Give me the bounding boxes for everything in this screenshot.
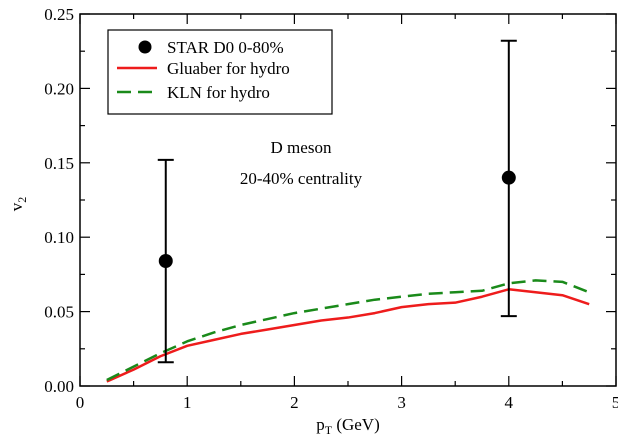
annotation-line-1: D meson	[271, 138, 332, 157]
x-tick-label: 0	[76, 393, 85, 412]
legend-marker-star-d0	[138, 40, 152, 54]
data-point	[158, 254, 173, 269]
x-axis-title-rest: (GeV)	[332, 415, 380, 434]
legend-label-gluaber: Gluaber for hydro	[167, 59, 290, 78]
y-axis: 0.00 0.05 0.10 0.15 0.20 0.25	[44, 5, 616, 396]
data-point	[501, 170, 516, 185]
legend: STAR D0 0-80% Gluaber for hydro KLN for …	[107, 29, 333, 115]
x-tick-label: 1	[183, 393, 192, 412]
y-axis-title-main: v	[7, 202, 26, 211]
x-tick-label: 2	[290, 393, 299, 412]
annotation-line-2: 20-40% centrality	[240, 169, 363, 188]
x-axis-title: pT (GeV)	[316, 415, 380, 437]
y-tick-label: 0.10	[44, 228, 74, 247]
x-tick-label: 3	[397, 393, 406, 412]
points-layer	[157, 39, 517, 364]
x-axis: 0 1 2 3 4 5	[76, 14, 618, 412]
y-tick-label: 0.05	[44, 303, 74, 322]
x-tick-label: 4	[505, 393, 514, 412]
y-axis-title-sub: 2	[15, 197, 29, 203]
x-axis-title-sub: T	[325, 423, 333, 437]
series-layer	[106, 279, 590, 383]
legend-label-star-d0: STAR D0 0-80%	[167, 38, 284, 57]
y-tick-label: 0.20	[44, 79, 74, 98]
series-line-1	[106, 279, 590, 382]
y-tick-label: 0.15	[44, 154, 74, 173]
x-axis-title-main: p	[316, 415, 325, 434]
y-tick-label: 0.25	[44, 5, 74, 24]
legend-label-kln: KLN for hydro	[167, 83, 270, 102]
x-tick-label: 5	[612, 393, 618, 412]
y-tick-label: 0.00	[44, 377, 74, 396]
y-axis-title: v2	[7, 197, 29, 212]
